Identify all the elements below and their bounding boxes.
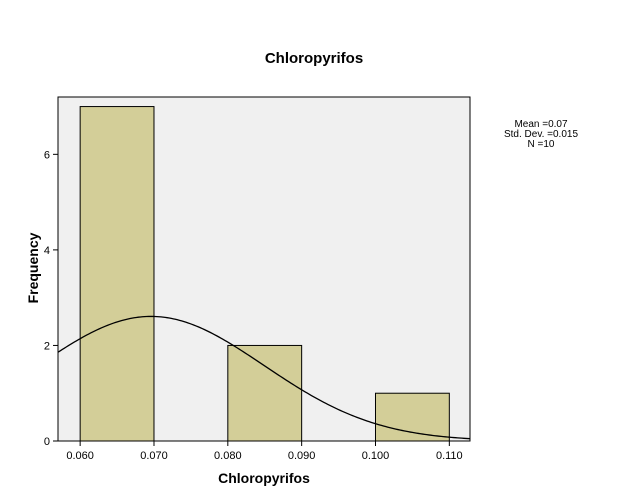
y-tick-label: 2 xyxy=(44,340,50,352)
stats-std-dev: Std. Dev. =0.015 xyxy=(504,129,578,140)
x-tick-label: 0.060 xyxy=(66,450,94,462)
x-axis-label: Chloropyrifos xyxy=(218,470,310,486)
y-tick-label: 4 xyxy=(44,245,50,257)
histogram-bar xyxy=(374,392,450,442)
y-tick-label: 0 xyxy=(44,436,50,448)
x-tick-label: 0.080 xyxy=(214,450,242,462)
x-tick-label: 0.110 xyxy=(436,450,463,462)
normal-curve xyxy=(57,315,471,440)
y-tick-label: 6 xyxy=(44,149,50,161)
histogram-bar xyxy=(79,106,155,442)
y-axis-label: Frequency xyxy=(25,232,41,303)
histogram-bar xyxy=(227,344,303,442)
x-tick-label: 0.090 xyxy=(288,450,316,462)
x-tick-label: 0.070 xyxy=(140,450,168,462)
x-tick-label: 0.100 xyxy=(362,450,390,462)
stats-n: N =10 xyxy=(528,139,555,150)
stats-mean: Mean =0.07 xyxy=(514,119,568,130)
chart-title: Chloropyrifos xyxy=(265,50,363,67)
